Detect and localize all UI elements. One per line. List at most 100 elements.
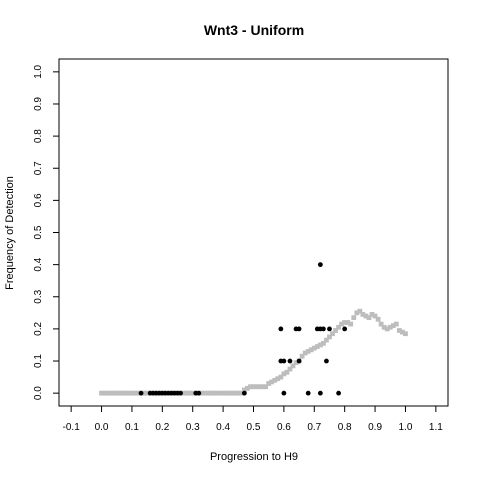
data-point [357,308,363,314]
x-tick-label: 0.0 [95,422,109,433]
data-point [305,390,311,396]
data-point [108,390,114,396]
data-point [381,324,387,330]
data-point [324,337,329,343]
data-point [384,326,390,332]
data-point [336,390,341,396]
data-point [278,326,284,332]
data-point [281,390,287,396]
x-tick-label: 1.1 [429,422,443,433]
data-point [320,326,326,332]
data-point [238,390,244,396]
data-point [363,313,369,319]
data-point [324,358,329,364]
data-point [400,329,405,335]
data-point [287,358,293,364]
y-tick-label: 0.8 [33,129,44,143]
data-point [317,342,323,348]
data-point [105,390,111,396]
y-tick-label: 0.2 [33,322,44,336]
data-point [336,324,341,330]
data-point [111,390,117,396]
data-point [202,390,208,396]
y-axis-label: Frequency of Detection [4,176,16,290]
data-point [220,390,226,396]
data-point [135,390,141,396]
data-point [187,390,193,396]
data-point [387,324,393,330]
data-point [375,316,381,322]
data-point [114,390,120,396]
data-point [275,376,281,382]
data-point [254,384,259,390]
y-tick-label: 0.5 [33,225,44,239]
x-tick-label: 0.2 [155,422,169,433]
data-point [342,326,348,332]
series-observed [138,262,348,396]
data-point [260,384,266,390]
data-point [205,390,211,396]
data-point [327,334,332,340]
plot-frame [58,58,449,407]
data-point [241,387,247,393]
y-tick-label: 0.6 [33,193,44,207]
x-tick-label: 0.3 [186,422,200,433]
x-tick-label: 0.6 [277,422,291,433]
data-point [351,315,357,321]
data-point [393,321,399,327]
data-point [235,390,241,396]
x-tick-label: 0.5 [247,422,261,433]
data-point [299,353,305,359]
data-point [211,390,217,396]
data-point [317,390,323,396]
data-point [245,385,250,391]
data-point [290,363,296,369]
data-point [314,344,320,349]
data-point [281,371,287,377]
chart-title: Wnt3 - Uniform [204,22,304,38]
data-point [257,384,262,390]
data-point [278,374,284,380]
data-point [333,328,338,333]
x-tick-label: 0.4 [216,422,230,433]
data-point [223,390,229,396]
data-point [214,390,220,396]
data-point [345,320,351,325]
data-point [123,390,129,396]
data-point [138,390,144,396]
data-point [272,377,278,383]
data-point [403,331,408,337]
data-point [229,390,235,396]
data-point [102,390,107,396]
data-point [132,390,138,396]
data-point [251,384,256,390]
data-point [199,390,205,396]
data-point [184,390,190,396]
data-point [339,321,345,327]
data-point [178,390,183,396]
data-point [348,321,354,327]
data-point [144,390,150,396]
x-axis: -0.1 0.0 0.1 0.2 0.3 0.4 0.5 0.6 0.7 0.8 0.9 1.0 1.1 [63,406,443,433]
data-point [360,312,366,317]
data-point [281,358,287,364]
data-point [120,390,126,396]
y-tick-label: 0.9 [33,97,44,111]
data-point [226,390,232,396]
x-tick-label: 0.9 [368,422,382,433]
data-point [342,320,348,325]
data-point [308,347,314,353]
data-point [354,310,360,316]
x-tick-label: 0.7 [307,422,321,433]
data-point [296,358,302,364]
data-point [293,360,299,366]
series-smoothed [99,308,408,396]
data-point [327,326,332,332]
y-tick-label: 0.0 [33,386,44,400]
x-tick-label: 0.8 [338,422,352,433]
data-point [196,390,202,396]
data-point [190,390,196,396]
data-point [129,390,135,396]
data-point [263,384,269,390]
data-point [305,348,311,354]
